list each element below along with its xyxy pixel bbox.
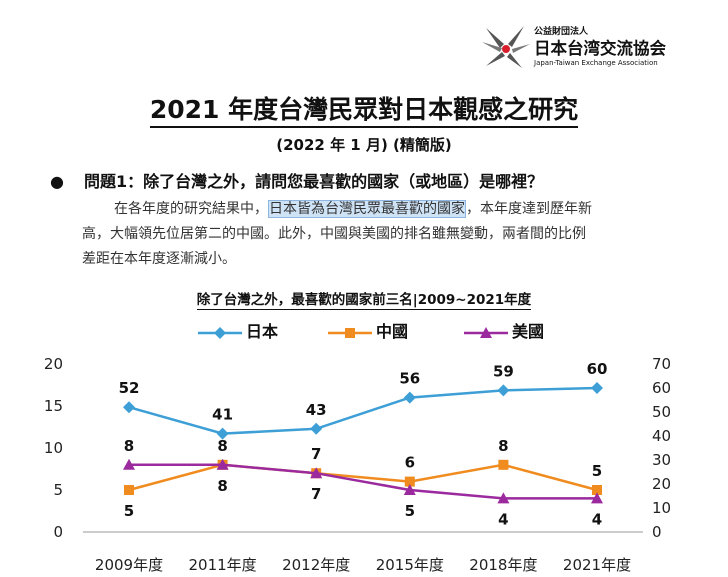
y-left-tick-label: 5 [53, 481, 63, 499]
y-right-tick-label: 20 [652, 475, 671, 493]
x-tick-label: 2011年度 [189, 556, 257, 574]
data-point-usa [591, 492, 603, 504]
chart-title: 除了台灣之外，最喜歡的國家前三名|2009~2021年度 [196, 292, 532, 310]
data-point-usa [403, 484, 416, 495]
legend-line-square-icon [328, 327, 372, 338]
legend-line-diamond-icon [198, 326, 242, 339]
data-point-usa [216, 458, 229, 470]
series-line-usa [129, 463, 597, 500]
data-label-usa: 4 [498, 510, 508, 528]
logo-org-name: 日本台湾交流協会 [534, 39, 666, 58]
data-point-china [592, 485, 602, 495]
data-point-china [404, 476, 415, 487]
data-label-china: 5 [124, 502, 134, 520]
y-left-tick-label: 0 [53, 523, 63, 541]
data-point-japan [591, 382, 603, 394]
question-text: 問題1：除了台灣之外，請問您最喜歡的國家（或地區）是哪裡？ [84, 172, 544, 191]
data-point-japan [403, 391, 416, 404]
x-tick-label: 2015年度 [376, 556, 444, 574]
logo-org-type: 公益財団法人 [534, 27, 589, 37]
logo-emblem-icon [482, 26, 530, 68]
legend-item-japan: 日本 [198, 318, 278, 342]
y-right-tick-label: 40 [652, 427, 671, 445]
legend-item-china: 中國 [328, 318, 408, 342]
data-label-china: 7 [311, 445, 321, 463]
data-label-japan: 56 [399, 370, 420, 388]
logo-org-english: Japan-Taiwan Exchange Association [534, 59, 658, 67]
bullet-icon: ● [50, 172, 64, 191]
data-label-china: 8 [498, 437, 508, 455]
para-line-2: 高，大幅領先位居第二的中國。此外，中國與美國的排名雖無變動，兩者間的比例 [82, 226, 586, 242]
data-label-japan: 60 [587, 360, 608, 378]
y-right-tick-label: 10 [652, 499, 671, 517]
y-right-tick-label: 60 [652, 379, 671, 397]
y-left-tick-label: 15 [44, 397, 63, 415]
highlighted-text: 日本皆為台灣民眾最喜歡的國家 [268, 200, 466, 218]
question-heading: ● 問題1：除了台灣之外，請問您最喜歡的國家（或地區）是哪裡？ [50, 168, 543, 192]
report-title: 2021 年度台灣民眾對日本觀感之研究 [0, 90, 728, 128]
x-tick-label: 2009年度 [95, 556, 163, 574]
data-label-usa: 4 [592, 510, 602, 528]
y-right-tick-label: 70 [652, 355, 671, 373]
data-label-china: 8 [217, 477, 227, 495]
legend-line-triangle-icon [464, 326, 508, 338]
x-tick-label: 2021年度 [563, 556, 631, 574]
series-line-japan [128, 386, 598, 435]
data-label-japan: 41 [212, 406, 233, 424]
data-label-japan: 43 [306, 401, 327, 419]
data-label-japan: 52 [119, 379, 140, 397]
x-tick-label: 2012年度 [282, 556, 350, 574]
data-label-china: 5 [592, 462, 602, 480]
data-point-usa [123, 458, 135, 470]
para-text-post: ，本年度達到歷年新 [466, 201, 592, 217]
org-logo: 公益財団法人 日本台湾交流協会 Japan-Taiwan Exchange As… [480, 22, 710, 72]
data-point-japan [310, 422, 323, 435]
y-right-tick-label: 0 [652, 523, 662, 541]
data-label-usa: 8 [124, 437, 134, 455]
data-label-usa: 5 [405, 502, 415, 520]
chart-legend: 日本 中國 美國 [0, 318, 728, 344]
report-subtitle: (2022 年 1 月) (精簡版) [276, 136, 452, 154]
para-text-pre: 在各年度的研究結果中， [114, 201, 268, 217]
data-point-usa [497, 492, 510, 504]
para-line-3: 差距在本年度逐漸減小。 [82, 251, 236, 267]
data-label-japan: 59 [493, 362, 514, 380]
data-label-usa: 8 [217, 437, 227, 455]
data-point-china [498, 459, 509, 470]
y-left-tick-label: 10 [44, 439, 63, 457]
data-point-japan [497, 384, 510, 397]
y-right-tick-label: 50 [652, 403, 671, 421]
x-tick-label: 2018年度 [469, 556, 537, 574]
summary-paragraph: 在各年度的研究結果中，日本皆為台灣民眾最喜歡的國家，本年度達到歷年新 高，大幅領… [82, 197, 692, 272]
data-point-japan [216, 427, 229, 440]
legend-item-usa: 美國 [464, 318, 544, 342]
data-point-usa [310, 467, 323, 479]
data-point-japan [123, 401, 135, 414]
data-label-usa: 7 [311, 485, 321, 503]
y-left-tick-label: 20 [44, 355, 63, 373]
series-line-china [128, 463, 598, 492]
y-right-tick-label: 30 [652, 451, 671, 469]
data-point-china [124, 485, 134, 495]
data-label-china: 6 [405, 454, 415, 472]
